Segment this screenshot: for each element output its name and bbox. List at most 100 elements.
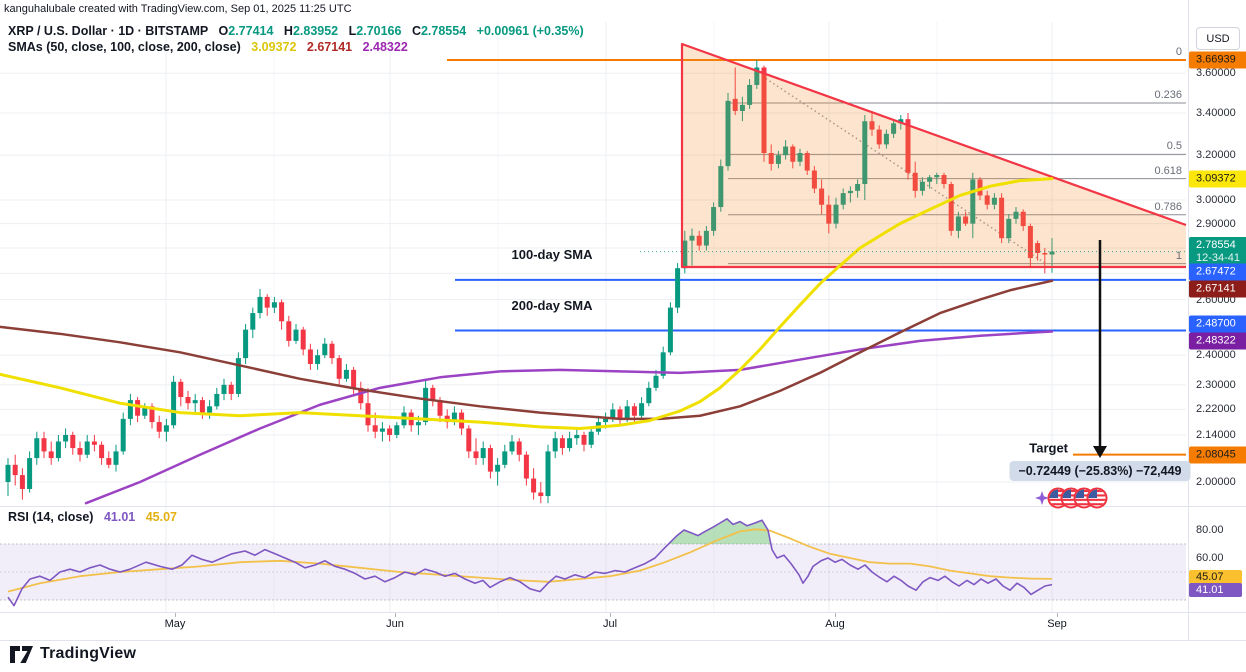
candle-body (315, 355, 321, 364)
rsi-value: 41.01 (103, 510, 136, 524)
candle-body (538, 492, 544, 497)
currency-unit-button[interactable]: USD (1196, 27, 1240, 50)
candle-body (1049, 251, 1055, 255)
candle-body (1006, 218, 1012, 239)
candle-body (718, 166, 724, 208)
grid-layer (0, 22, 1186, 612)
candle-body (977, 179, 983, 196)
candle-body (531, 478, 537, 493)
candle-body (660, 352, 666, 376)
candle-body (171, 381, 177, 426)
candle-body (516, 441, 522, 455)
tradingview-logo[interactable]: TradingView (10, 645, 136, 663)
candle-body (883, 133, 889, 145)
candle-body (603, 418, 609, 423)
candle-body (790, 146, 796, 162)
candle-body (228, 384, 234, 394)
candle-body (689, 235, 695, 241)
candle-body (639, 403, 645, 416)
sma200-level-label[interactable]: 200-day SMA (511, 298, 593, 313)
time-axis-divider (0, 612, 1246, 613)
candle-body (55, 441, 61, 459)
candle-body (675, 268, 681, 308)
symbol-title: XRP / U.S. Dollar · 1D · BITSTAMP (8, 24, 209, 38)
candle-body (847, 190, 853, 194)
candle-body (372, 425, 378, 432)
candle-body (948, 184, 954, 231)
candle-body (70, 434, 76, 449)
candle-body (178, 381, 184, 398)
candle-body (351, 369, 357, 388)
candle-body (437, 400, 443, 416)
candle-body (588, 431, 594, 445)
sma200-line (84, 330, 1054, 505)
footer-divider (0, 640, 1246, 641)
candle-body (898, 119, 904, 124)
sparkle-icon (1035, 491, 1049, 505)
candle-body (617, 409, 623, 419)
candle-body (840, 193, 846, 205)
candle-body (243, 329, 249, 359)
rsi-indicator-legend[interactable]: RSI (14, close) 41.01 45.07 (8, 510, 177, 524)
candle-body (336, 358, 342, 379)
tradingview-logo-text: TradingView (40, 645, 137, 662)
candle-body (113, 451, 119, 465)
candle-body (523, 454, 529, 479)
target-label[interactable]: Target (1029, 440, 1068, 456)
candle-body (5, 464, 11, 482)
change-value: +0.00961 (+0.35%) (476, 24, 584, 38)
candle-body (739, 104, 745, 111)
candle-body (984, 195, 990, 205)
candle-body (84, 441, 90, 455)
pane-divider[interactable] (0, 506, 1246, 507)
candle-body (869, 121, 875, 130)
candle-body (91, 441, 97, 445)
candle-body (127, 400, 133, 419)
candle-body (646, 387, 652, 404)
candle-body (365, 403, 371, 426)
candle-body (156, 422, 162, 432)
sma-legend[interactable]: SMAs (50, close, 100, close, 200, close)… (8, 40, 408, 54)
candle-body (631, 406, 637, 416)
candle-body (135, 400, 141, 416)
candle-body (480, 448, 486, 459)
candle-body (747, 84, 753, 105)
candle-body (279, 302, 285, 322)
fib-layer (728, 75, 1186, 265)
candle-body (430, 387, 436, 401)
price-axis-divider[interactable] (1188, 0, 1189, 640)
candle-body (329, 343, 335, 359)
candle-body (919, 181, 925, 191)
candle-body (300, 329, 306, 350)
candle-body (149, 406, 155, 423)
candle-body (991, 197, 997, 205)
candle-body (271, 302, 277, 308)
symbol-legend[interactable]: XRP / U.S. Dollar · 1D · BITSTAMP O2.774… (8, 24, 584, 38)
candle-body (12, 464, 18, 476)
low-label: L (348, 24, 357, 38)
sma100-level-label[interactable]: 100-day SMA (511, 247, 593, 262)
candle-body (502, 451, 508, 465)
triangle-border (680, 42, 1187, 269)
candle-body (379, 428, 385, 432)
candle-body (545, 451, 551, 497)
sma-legend-title: SMAs (50, close, 100, close, 200, close) (8, 40, 241, 54)
candle-body (696, 235, 702, 246)
candle-body (725, 100, 731, 167)
target-distance-box[interactable]: −0.72449 (−25.83%) −72,449 (1009, 461, 1191, 481)
rsi-band-layer (0, 543, 1186, 601)
candle-body (653, 375, 659, 388)
candle-body (768, 153, 774, 164)
candle-body (833, 204, 839, 224)
close-value: 2.78554 (420, 24, 467, 38)
us-flag-emoji-row (1034, 485, 1112, 516)
candle-body (732, 98, 738, 111)
candle-body (286, 321, 292, 341)
candle-body (667, 307, 673, 353)
candle-body (466, 428, 472, 452)
candle-body (63, 434, 69, 442)
sma50-value: 3.09372 (251, 40, 297, 54)
candle-body (703, 230, 709, 246)
